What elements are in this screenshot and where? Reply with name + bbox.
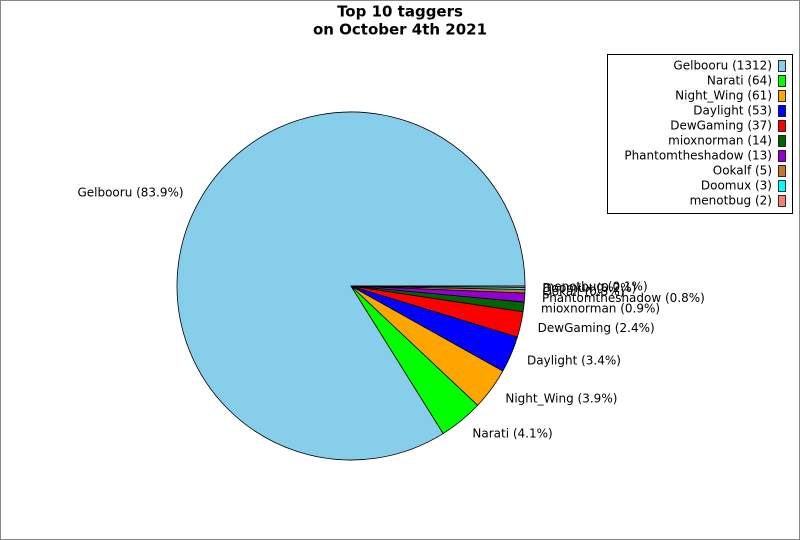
- legend-swatch: [778, 165, 786, 177]
- legend-swatch: [778, 90, 786, 102]
- pie-slice: [350, 285, 526, 288]
- legend-label: Narati (64): [707, 74, 772, 88]
- legend-swatch: [778, 150, 786, 162]
- legend-swatch: [778, 120, 786, 132]
- slice-label: Gelbooru (83.9%): [77, 186, 183, 200]
- slice-label: mioxnorman (0.9%): [541, 302, 660, 316]
- legend-swatch: [778, 135, 786, 147]
- chart-title: on October 4th 2021: [313, 21, 487, 39]
- legend-swatch: [778, 180, 786, 192]
- legend-label: Gelbooru (1312): [673, 59, 772, 73]
- legend-label: Daylight (53): [693, 104, 772, 118]
- slice-label: menotbug (0.1%): [542, 279, 647, 293]
- slice-label: Daylight (3.4%): [527, 354, 621, 368]
- slice-label: Narati (4.1%): [472, 426, 552, 440]
- slice-label: DewGaming (2.4%): [538, 321, 655, 335]
- slice-label: Ookalf (0.3%): [542, 284, 624, 298]
- legend-box: [607, 54, 793, 214]
- slice-label: Phantomtheshadow (0.8%): [542, 291, 705, 305]
- legend-label: mioxnorman (14): [668, 134, 772, 148]
- legend-label: DewGaming (37): [670, 119, 772, 133]
- legend-swatch: [778, 75, 786, 87]
- legend-swatch: [778, 105, 786, 117]
- legend-label: Ookalf (5): [713, 164, 772, 178]
- slice-label: Doomux (0.2%): [542, 281, 636, 295]
- chart-title: Top 10 taggers: [337, 3, 463, 21]
- legend-label: Doomux (3): [701, 179, 772, 193]
- legend-label: menotbug (2): [690, 194, 772, 208]
- legend-label: Night_Wing (61): [675, 89, 772, 103]
- slice-label: Night_Wing (3.9%): [505, 392, 617, 406]
- legend-swatch: [778, 195, 786, 207]
- legend-swatch: [778, 60, 786, 72]
- legend-label: Phantomtheshadow (13): [624, 149, 772, 163]
